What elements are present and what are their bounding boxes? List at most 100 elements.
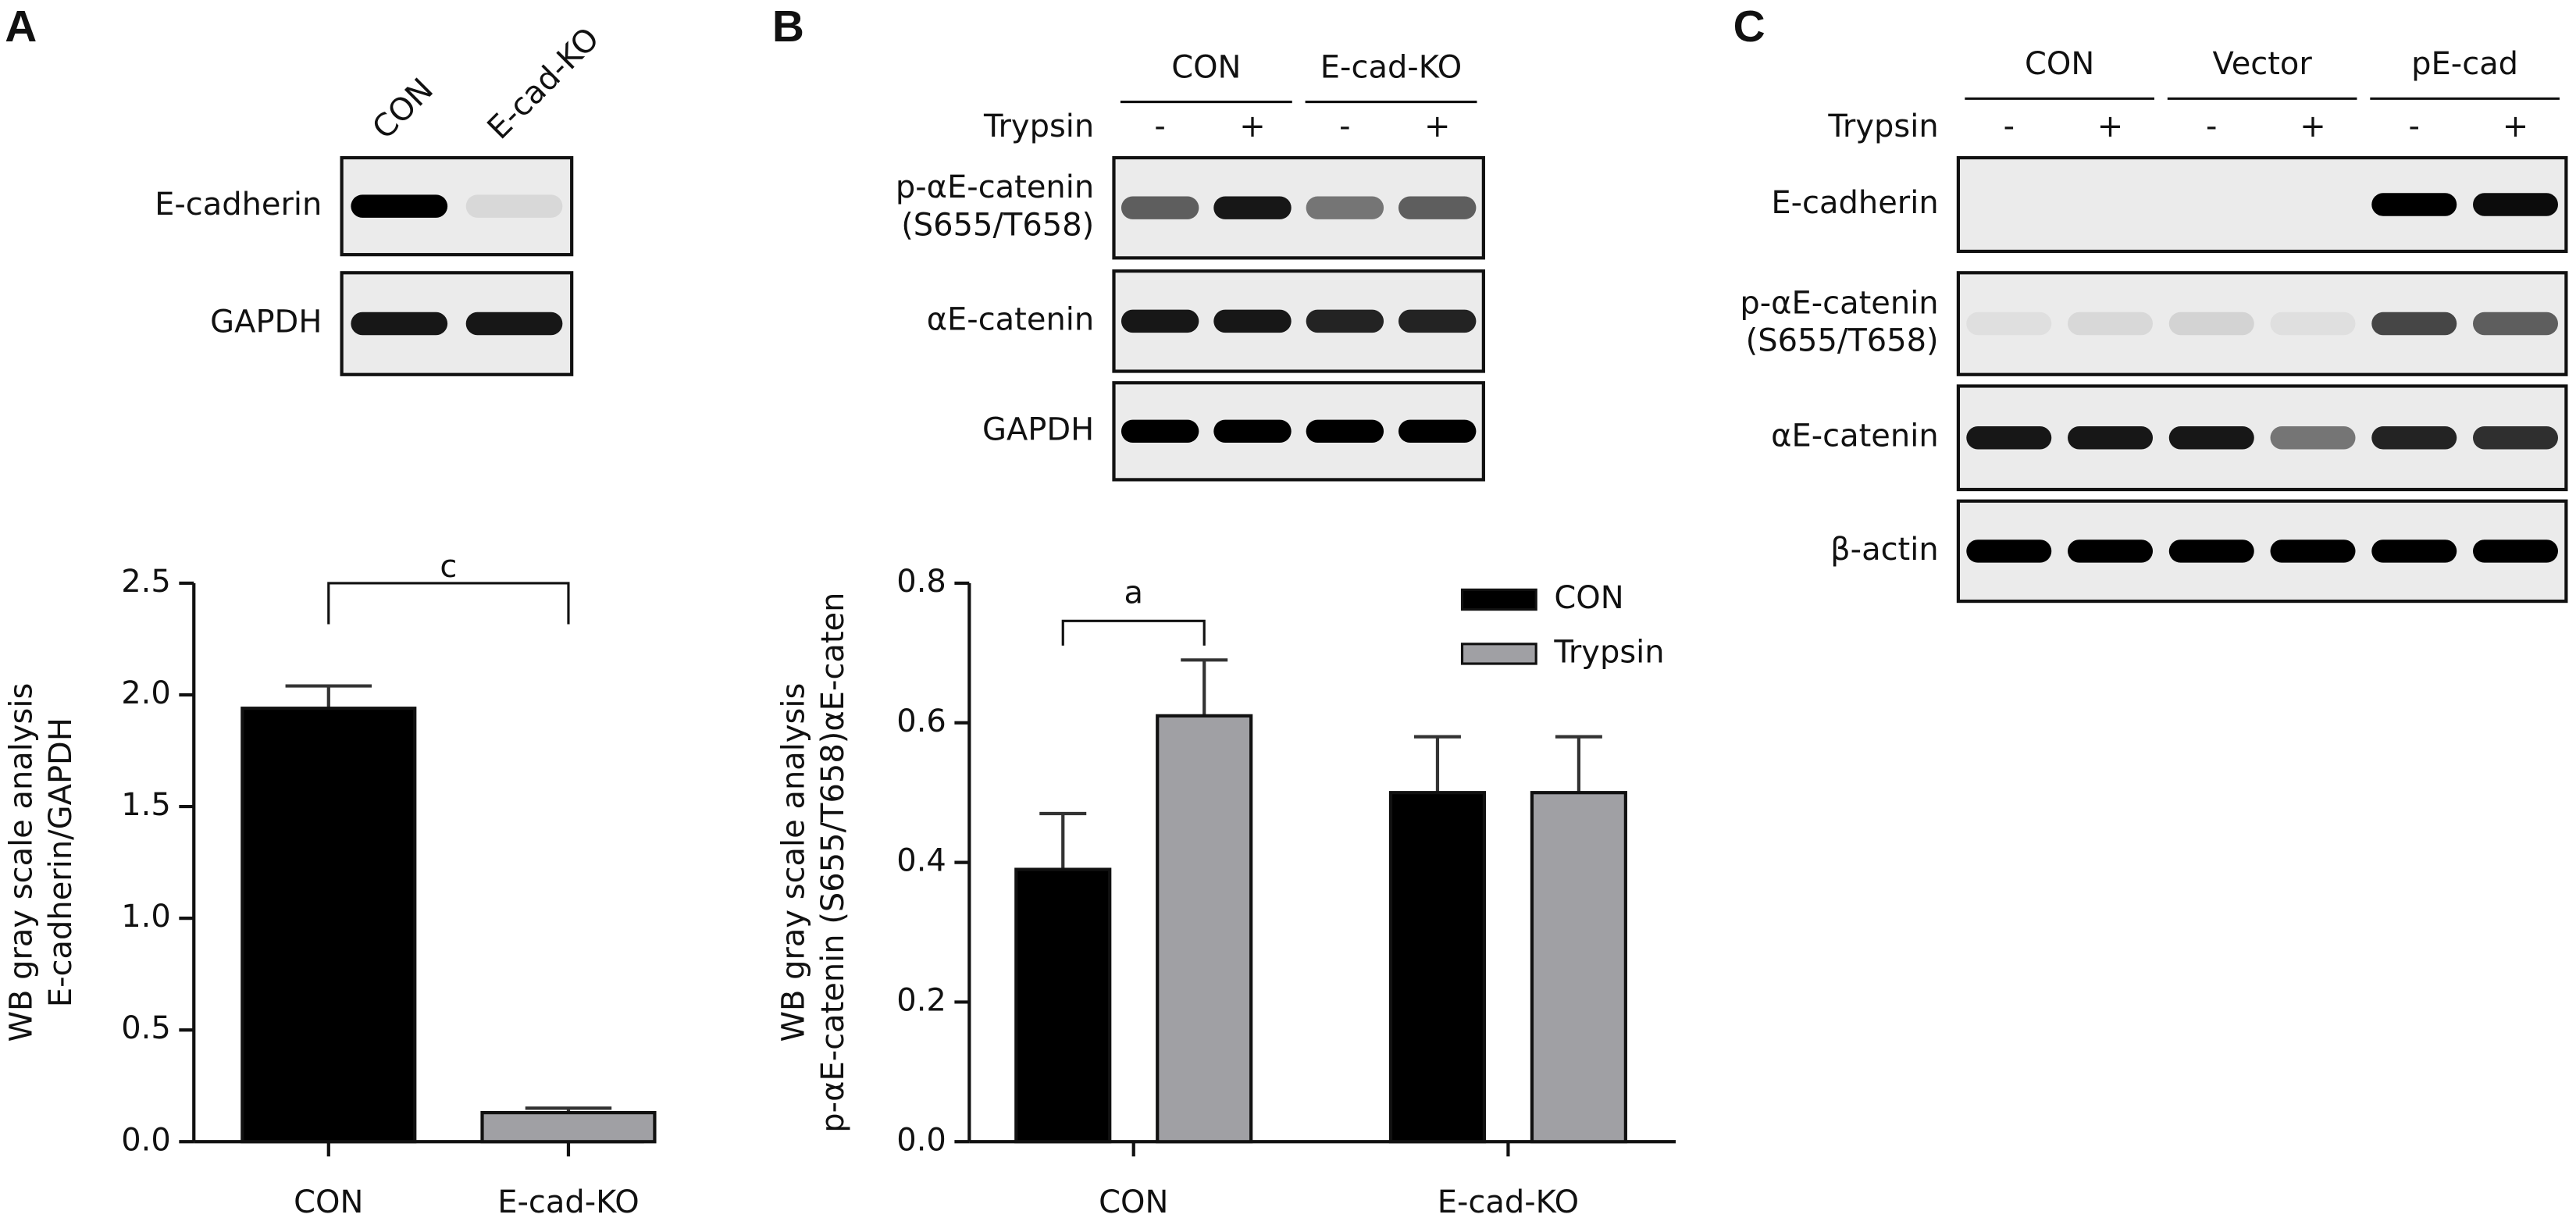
band: [1306, 419, 1384, 443]
lane-sign: +: [2300, 109, 2326, 144]
band: [351, 194, 448, 218]
lane-sign: +: [1424, 109, 1451, 144]
group-label: Vector: [2212, 46, 2312, 82]
group-label: CON: [2025, 46, 2094, 82]
blot-box: [1956, 155, 2568, 254]
y-tick-label: 0.4: [896, 843, 946, 879]
lane-sign: -: [2004, 109, 2015, 144]
y-tick-label: 1.0: [121, 899, 171, 935]
blot-box: [1956, 271, 2568, 376]
row-label: αE-catenin: [927, 301, 1095, 337]
row-label: p-αE-catenin: [896, 169, 1094, 205]
band: [2473, 312, 2558, 336]
band: [2371, 312, 2457, 336]
row-label: αE-catenin: [1771, 418, 1939, 454]
band: [1398, 419, 1477, 443]
band: [2068, 426, 2154, 450]
treatment-label: Trypsin: [983, 109, 1094, 144]
band: [1213, 419, 1292, 443]
band: [465, 194, 563, 218]
lane-sign: +: [1239, 109, 1266, 144]
bar: [1530, 791, 1627, 1144]
y-tick-label: 0.0: [121, 1122, 171, 1158]
band: [1121, 419, 1199, 443]
band: [2168, 539, 2254, 563]
y-tick-label: 1.5: [121, 787, 171, 823]
bar: [480, 1110, 657, 1144]
row-label: E-cadherin: [155, 187, 322, 223]
lane-sign: +: [2503, 109, 2528, 144]
group-label: pE-cad: [2411, 46, 2518, 82]
band: [2371, 193, 2457, 216]
panel-label: C: [1733, 2, 1765, 52]
significance-bracket: [1061, 619, 1206, 646]
band: [2168, 312, 2254, 336]
y-axis-label: WB gray scale analysis: [3, 683, 39, 1042]
bar: [1388, 791, 1487, 1144]
significance-label: a: [1124, 575, 1143, 611]
panel-label: B: [772, 2, 804, 52]
lane-sign: -: [1154, 109, 1165, 144]
band: [1966, 312, 2052, 336]
group-label: E-cad-KO: [1320, 49, 1462, 85]
panel-label: A: [5, 2, 37, 52]
band: [1213, 196, 1292, 219]
legend-swatch: [1460, 643, 1537, 665]
band: [1966, 426, 2052, 450]
legend-label: CON: [1554, 580, 1623, 616]
x-tick-label: E-cad-KO: [1438, 1184, 1579, 1220]
y-tick-label: 0.5: [121, 1010, 171, 1046]
group-label: CON: [1171, 49, 1241, 85]
band: [2473, 426, 2558, 450]
row-label: GAPDH: [982, 411, 1094, 447]
y-tick-label: 0.6: [896, 703, 946, 739]
row-label: GAPDH: [210, 304, 322, 340]
lane-sign: -: [2409, 109, 2420, 144]
bar: [1014, 867, 1112, 1144]
band: [465, 312, 563, 336]
lane-sign: +: [2097, 109, 2124, 144]
lane-label: CON: [365, 72, 440, 147]
row-label: β-actin: [1830, 532, 1939, 568]
lane-sign: -: [1339, 109, 1350, 144]
band: [1398, 196, 1477, 219]
band: [2068, 539, 2154, 563]
y-tick-label: 2.5: [121, 564, 171, 600]
bar: [240, 707, 417, 1144]
y-axis-label: WB gray scale analysis: [775, 683, 811, 1042]
legend-label: Trypsin: [1553, 634, 1664, 670]
x-tick-label: E-cad-KO: [497, 1184, 639, 1220]
band: [1121, 196, 1199, 219]
significance-label: c: [440, 549, 457, 585]
band: [1121, 309, 1199, 333]
band: [2168, 426, 2254, 450]
y-tick-label: 0.8: [896, 564, 946, 600]
legend-swatch: [1460, 588, 1537, 611]
band: [2473, 539, 2558, 563]
band: [2068, 312, 2154, 336]
band: [351, 312, 448, 336]
significance-bracket: [327, 582, 570, 625]
band: [1306, 196, 1384, 219]
blot-box: [1956, 499, 2568, 604]
bar: [1156, 714, 1253, 1144]
band: [1966, 539, 2052, 563]
treatment-label: Trypsin: [1827, 109, 1938, 144]
lane-sign: -: [2206, 109, 2217, 144]
row-label: (S655/T658): [1746, 323, 1939, 359]
row-label: (S655/T658): [901, 207, 1094, 243]
band: [2270, 426, 2356, 450]
row-label: p-αE-catenin: [1740, 285, 1938, 321]
x-tick-label: CON: [294, 1184, 363, 1220]
band: [2473, 193, 2558, 216]
blot-box: [1956, 384, 2568, 492]
band: [2371, 539, 2457, 563]
y-axis-label: E-cadherin/GAPDH: [43, 718, 79, 1007]
band: [1398, 309, 1477, 333]
y-tick-label: 0.0: [896, 1122, 946, 1158]
row-label: E-cadherin: [1771, 185, 1938, 221]
y-tick-label: 2.0: [121, 675, 171, 711]
band: [2270, 539, 2356, 563]
